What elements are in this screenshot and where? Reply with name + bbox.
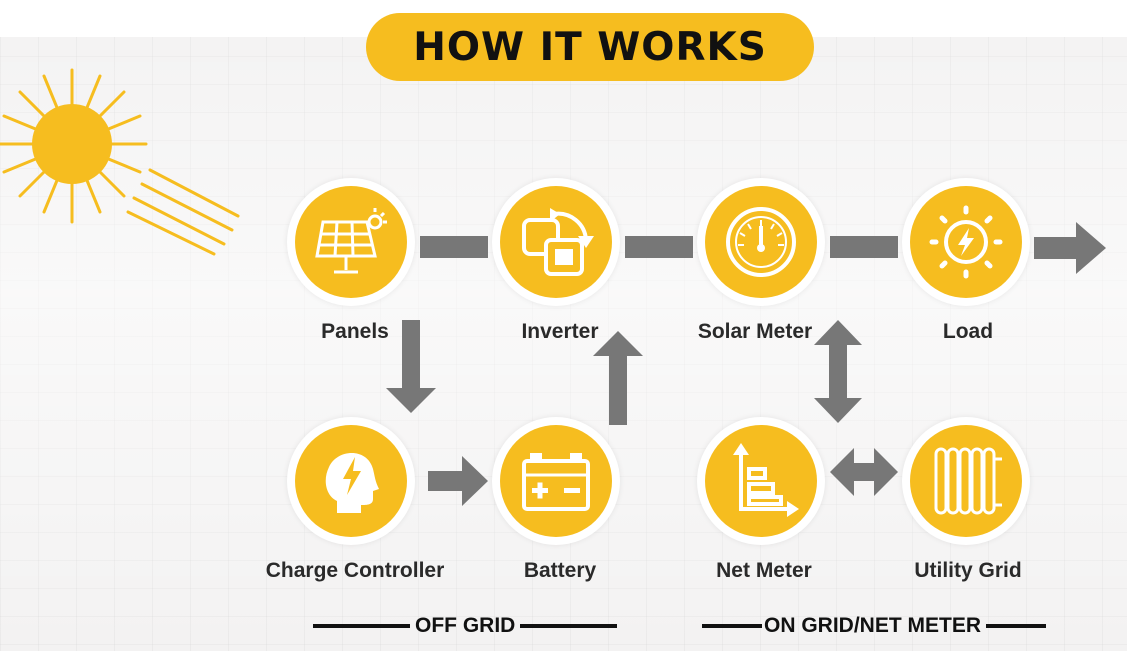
panels-label: Panels xyxy=(321,320,389,343)
power-bulb-icon xyxy=(929,205,1003,279)
sun-icon xyxy=(0,68,240,256)
net-meter-node xyxy=(697,417,825,545)
inverter-icon xyxy=(522,208,594,276)
net-meter-label: Net Meter xyxy=(716,559,812,582)
off-grid-line-left xyxy=(313,624,410,628)
arrow-panels-charge-controller xyxy=(386,320,436,413)
solar-panel-icon xyxy=(315,208,387,274)
off-grid-label: OFF GRID xyxy=(415,614,516,637)
page-title: HOW IT WORKS xyxy=(413,24,767,70)
battery-icon xyxy=(522,453,590,511)
on-grid-line-right xyxy=(986,624,1046,628)
arrow-net-meter-utility-grid xyxy=(830,448,898,496)
charge-controller-node xyxy=(287,417,415,545)
load-node xyxy=(902,178,1030,306)
connector-panels-inverter xyxy=(420,236,488,258)
battery-node xyxy=(492,417,620,545)
inverter-node xyxy=(492,178,620,306)
off-grid-line-right xyxy=(520,624,617,628)
charge-controller-label: Charge Controller xyxy=(265,559,445,582)
solar-meter-node xyxy=(697,178,825,306)
on-grid-label: ON GRID/NET METER xyxy=(764,614,982,637)
arrow-battery-inverter xyxy=(593,331,643,425)
connector-inverter-solar-meter xyxy=(625,236,693,258)
solar-meter-label: Solar Meter xyxy=(697,320,813,343)
load-label: Load xyxy=(942,320,994,343)
gauge-icon xyxy=(726,207,796,277)
title-banner: HOW IT WORKS xyxy=(366,13,814,81)
head-bolt-icon xyxy=(325,453,379,513)
on-grid-line-left xyxy=(702,624,762,628)
arrow-load-output xyxy=(1034,222,1106,274)
arrow-charge-controller-battery xyxy=(428,456,488,506)
connector-solar-meter-load xyxy=(830,236,898,258)
utility-grid-node xyxy=(902,417,1030,545)
panels-node xyxy=(287,178,415,306)
battery-label: Battery xyxy=(523,559,597,582)
arrow-solar-meter-net-meter xyxy=(814,320,862,423)
utility-grid-label: Utility Grid xyxy=(914,559,1022,582)
bar-chart-icon xyxy=(733,443,799,517)
radiator-icon xyxy=(934,447,1002,515)
inverter-label: Inverter xyxy=(521,320,599,343)
